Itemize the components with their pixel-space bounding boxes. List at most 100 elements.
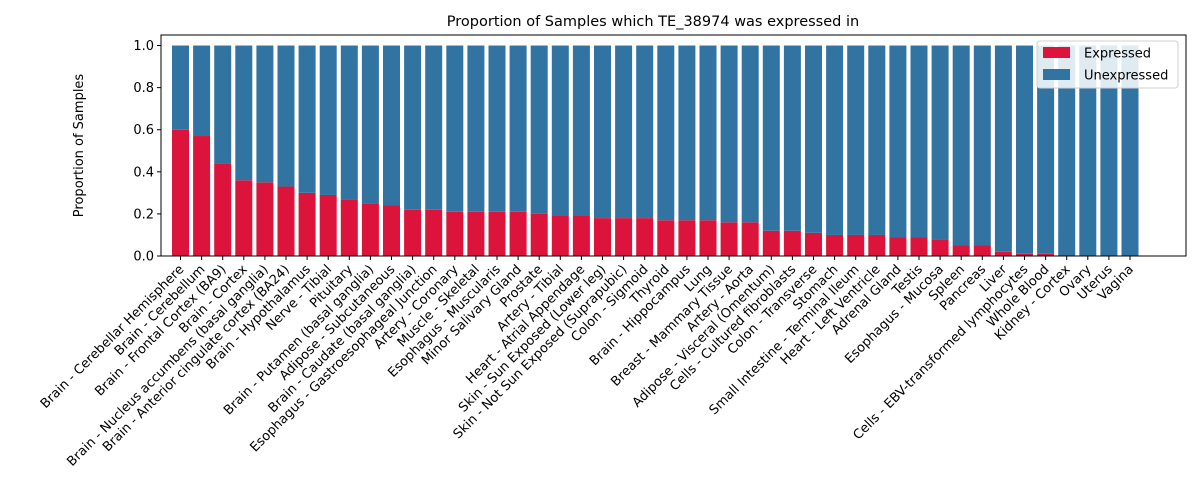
bar-expressed <box>446 211 464 256</box>
bar-expressed <box>636 218 654 256</box>
bar-unexpressed <box>530 45 548 214</box>
bar-expressed <box>425 209 443 256</box>
bar-unexpressed <box>889 45 907 238</box>
bar-unexpressed <box>467 45 485 212</box>
bar-unexpressed <box>952 45 970 246</box>
bar-unexpressed <box>1121 45 1139 256</box>
bar-unexpressed <box>340 45 358 200</box>
chart-title: Proportion of Samples which TE_38974 was… <box>447 14 859 30</box>
bar-expressed <box>826 234 844 256</box>
y-axis-ticks: 0.0 0.2 0.4 0.6 0.8 1.0 <box>133 39 161 265</box>
bar-expressed <box>868 234 886 256</box>
bar-unexpressed <box>636 45 654 219</box>
y-tick-label: 0.4 <box>133 165 154 180</box>
bar-expressed <box>509 211 527 256</box>
bar-expressed <box>361 203 379 256</box>
bar-unexpressed <box>973 45 991 246</box>
bar-expressed <box>1016 253 1033 256</box>
bar-expressed <box>467 211 485 256</box>
bar-unexpressed <box>361 45 379 204</box>
bar-expressed <box>783 230 801 256</box>
bar-unexpressed <box>783 45 801 231</box>
bar-unexpressed <box>1079 45 1097 256</box>
bar-unexpressed <box>488 45 506 212</box>
y-tick-label: 0.2 <box>133 207 154 222</box>
bar-expressed <box>214 163 232 256</box>
bar-expressed <box>572 216 590 256</box>
legend-swatch-unexpressed <box>1043 69 1070 80</box>
y-tick-label: 0.6 <box>133 123 154 138</box>
bar-unexpressed <box>931 45 949 240</box>
bar-expressed <box>319 194 337 256</box>
y-axis-label: Proportion of Samples <box>72 74 87 218</box>
bar-unexpressed <box>1100 45 1118 256</box>
bar-unexpressed <box>994 45 1012 252</box>
bar-unexpressed <box>214 45 232 164</box>
y-tick-label: 0.0 <box>133 250 154 265</box>
bar-expressed <box>383 205 400 256</box>
bar-unexpressed <box>1016 45 1033 254</box>
bar-expressed <box>889 237 907 256</box>
bar-unexpressed <box>256 45 274 183</box>
bar-expressed <box>720 222 738 256</box>
bar-unexpressed <box>678 45 696 221</box>
bar-expressed <box>193 136 211 256</box>
bar-unexpressed <box>172 45 189 130</box>
bar-expressed <box>235 180 253 256</box>
bar-unexpressed <box>1037 45 1055 254</box>
bar-expressed <box>404 209 422 256</box>
bar-unexpressed <box>572 45 590 217</box>
bar-expressed <box>931 239 949 256</box>
bar-unexpressed <box>193 45 211 137</box>
bar-expressed <box>805 232 822 256</box>
bar-expressed <box>615 218 633 256</box>
bar-expressed <box>678 220 696 256</box>
bar-unexpressed <box>868 45 886 235</box>
plot-frame <box>160 34 1187 257</box>
bar-unexpressed <box>425 45 443 210</box>
bar-expressed <box>298 192 316 256</box>
bar-expressed <box>1037 253 1055 256</box>
bar-unexpressed <box>404 45 422 210</box>
bar-unexpressed <box>298 45 316 193</box>
bar-expressed <box>530 213 548 256</box>
bar-expressed <box>277 186 295 256</box>
bar-unexpressed <box>509 45 527 212</box>
bar-unexpressed <box>594 45 611 219</box>
bar-expressed <box>488 211 506 256</box>
bar-expressed <box>910 237 928 256</box>
bar-unexpressed <box>615 45 633 219</box>
bar-unexpressed <box>826 45 844 235</box>
bar-expressed <box>847 234 865 256</box>
bar-unexpressed <box>383 45 400 206</box>
bar-expressed <box>699 220 717 256</box>
bar-expressed <box>551 216 569 256</box>
bar-expressed <box>340 199 358 256</box>
y-tick-label: 0.8 <box>133 81 154 96</box>
plot-area <box>172 45 1139 256</box>
legend-label-expressed: Expressed <box>1084 47 1151 62</box>
bar-expressed <box>256 182 274 256</box>
bar-unexpressed <box>762 45 780 231</box>
bar-expressed <box>741 222 759 256</box>
bar-expressed <box>657 220 675 256</box>
bar-unexpressed <box>446 45 464 212</box>
bar-unexpressed <box>319 45 337 195</box>
legend-box <box>1036 40 1179 89</box>
legend-swatch-expressed <box>1043 47 1070 58</box>
legend-label-unexpressed: Unexpressed <box>1084 69 1168 84</box>
y-tick-label: 1.0 <box>133 39 154 54</box>
bar-unexpressed <box>551 45 569 217</box>
bar-unexpressed <box>277 45 295 187</box>
bar-unexpressed <box>741 45 759 223</box>
bar-expressed <box>594 218 611 256</box>
bar-unexpressed <box>805 45 822 233</box>
bar-expressed <box>952 245 970 256</box>
bar-unexpressed <box>910 45 928 238</box>
bar-expressed <box>762 230 780 256</box>
bar-unexpressed <box>657 45 675 221</box>
bar-unexpressed <box>847 45 865 235</box>
bar-unexpressed <box>720 45 738 223</box>
